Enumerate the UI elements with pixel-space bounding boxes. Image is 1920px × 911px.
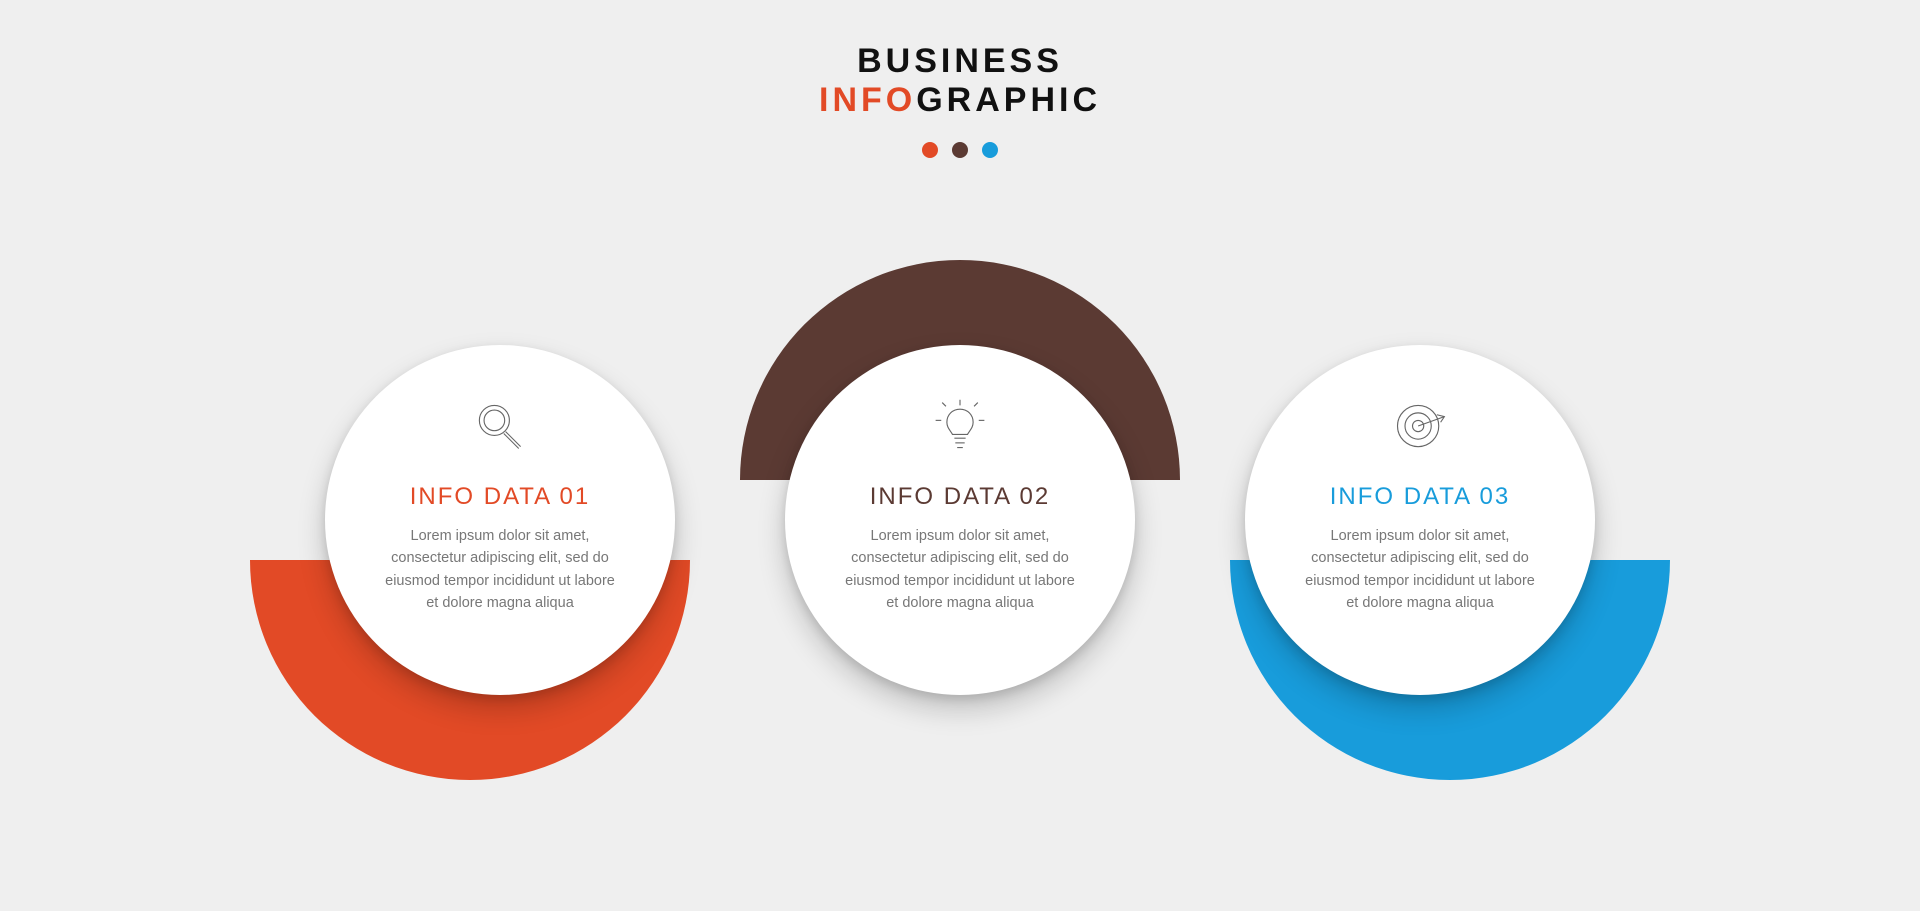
title-accent: INFO: [819, 81, 916, 119]
step-1-title: INFO DATA 01: [410, 483, 590, 511]
dot-3: [982, 142, 998, 158]
step-1-disc: INFO DATA 01 Lorem ipsum dolor sit amet,…: [325, 345, 675, 695]
magnifier-icon: [470, 387, 530, 465]
header: BUSINESS INFOGRAPHIC: [819, 42, 1101, 158]
step-1: INFO DATA 01 Lorem ipsum dolor sit amet,…: [270, 300, 730, 740]
step-2-title: INFO DATA 02: [870, 483, 1050, 511]
target-icon: [1390, 387, 1450, 465]
step-2-body: Lorem ipsum dolor sit amet, consectetur …: [845, 525, 1075, 615]
step-2-disc: INFO DATA 02 Lorem ipsum dolor sit amet,…: [785, 345, 1135, 695]
step-3-disc: INFO DATA 03 Lorem ipsum dolor sit amet,…: [1245, 345, 1595, 695]
title-line-2: INFOGRAPHIC: [819, 81, 1101, 120]
steps-row: INFO DATA 01 Lorem ipsum dolor sit amet,…: [270, 300, 1650, 740]
step-1-body: Lorem ipsum dolor sit amet, consectetur …: [385, 525, 615, 615]
infographic-canvas: BUSINESS INFOGRAPHIC: [0, 0, 1920, 911]
title-line-1: BUSINESS: [819, 42, 1101, 81]
title-rest: GRAPHIC: [916, 81, 1101, 119]
bulb-icon: [930, 387, 990, 465]
dot-2: [952, 142, 968, 158]
header-dots: [819, 142, 1101, 158]
step-2: INFO DATA 02 Lorem ipsum dolor sit amet,…: [730, 300, 1190, 740]
step-3-body: Lorem ipsum dolor sit amet, consectetur …: [1305, 525, 1535, 615]
step-3: INFO DATA 03 Lorem ipsum dolor sit amet,…: [1190, 300, 1650, 740]
step-3-title: INFO DATA 03: [1330, 483, 1510, 511]
dot-1: [922, 142, 938, 158]
